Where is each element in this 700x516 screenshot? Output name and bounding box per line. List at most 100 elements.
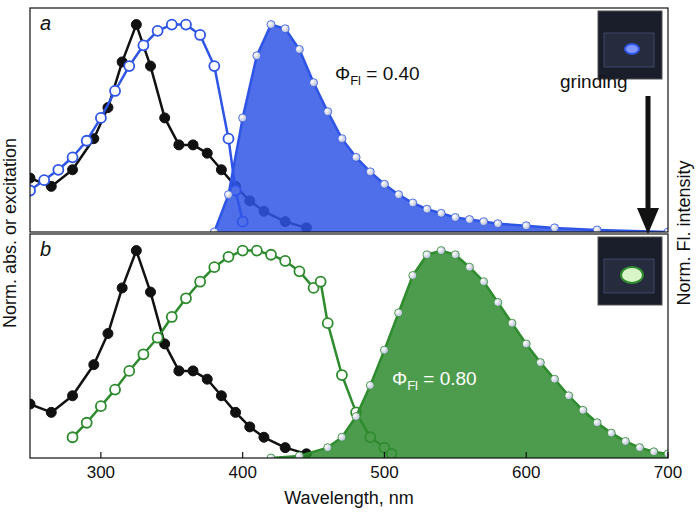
marker <box>216 165 226 175</box>
marker <box>188 140 198 150</box>
marker <box>174 140 184 150</box>
marker <box>209 61 219 71</box>
chart: aNorm. abs. or excitationNorm. Fl. inten… <box>0 0 700 516</box>
marker <box>366 381 374 389</box>
marker <box>451 213 459 221</box>
marker <box>53 165 63 175</box>
marker <box>259 432 269 442</box>
marker <box>352 153 360 161</box>
marker <box>338 433 346 441</box>
tick <box>667 452 668 458</box>
marker <box>146 287 156 297</box>
marker <box>437 209 445 217</box>
plot-area <box>30 20 668 232</box>
tick-label: 300 <box>87 463 115 482</box>
marker <box>110 86 120 96</box>
marker <box>245 422 255 432</box>
marker <box>494 220 502 228</box>
annotation: grinding <box>560 71 628 92</box>
marker <box>437 247 445 255</box>
marker <box>380 346 388 354</box>
marker <box>267 21 275 29</box>
series-line <box>30 25 243 222</box>
marker <box>607 429 615 437</box>
marker <box>223 252 233 262</box>
marker <box>160 113 170 123</box>
marker <box>174 366 184 376</box>
arrow <box>646 96 651 212</box>
marker <box>30 173 35 183</box>
marker <box>153 26 163 36</box>
marker <box>266 250 276 260</box>
marker <box>522 340 530 348</box>
marker <box>423 205 431 213</box>
series-line <box>271 251 668 458</box>
marker <box>593 226 601 232</box>
arrow-head <box>637 208 659 234</box>
panel-label: a <box>40 12 51 34</box>
tick <box>100 452 101 458</box>
marker <box>494 298 502 306</box>
marker <box>68 152 78 162</box>
marker <box>295 452 303 458</box>
marker <box>202 148 212 158</box>
marker <box>68 391 78 401</box>
tick <box>526 452 527 458</box>
marker <box>167 312 177 322</box>
marker <box>395 309 403 317</box>
marker <box>209 262 219 272</box>
tick-label: 500 <box>370 463 398 482</box>
marker <box>316 277 326 287</box>
photo-slide <box>604 259 654 293</box>
axis-label: Wavelength, nm <box>284 488 413 508</box>
marker <box>252 246 262 256</box>
tick <box>242 452 243 458</box>
marker <box>131 20 141 30</box>
marker <box>352 413 360 421</box>
marker <box>82 136 92 146</box>
marker <box>238 246 248 256</box>
series-line <box>73 251 392 454</box>
marker <box>337 370 347 380</box>
marker <box>295 45 303 53</box>
marker <box>195 277 205 287</box>
marker <box>195 30 205 40</box>
marker <box>202 374 212 384</box>
marker <box>39 175 49 185</box>
marker <box>96 113 106 123</box>
photo-glow <box>625 44 639 54</box>
marker <box>181 293 191 303</box>
marker <box>409 199 417 207</box>
marker <box>565 392 573 400</box>
marker <box>579 406 587 414</box>
annotation: ΦFl = 0.80 <box>392 368 477 393</box>
marker <box>210 228 218 232</box>
marker <box>146 61 156 71</box>
marker <box>480 278 488 286</box>
marker <box>551 375 559 383</box>
marker <box>281 25 289 33</box>
marker <box>68 432 78 442</box>
panel: aNorm. abs. or excitationNorm. Fl. inten… <box>0 8 694 328</box>
marker <box>124 366 134 376</box>
marker <box>96 401 106 411</box>
marker <box>267 454 275 458</box>
marker <box>650 448 658 456</box>
marker <box>124 61 134 71</box>
area-fill <box>271 251 668 458</box>
marker <box>188 366 198 376</box>
marker <box>167 20 177 30</box>
marker <box>551 224 559 232</box>
marker <box>522 222 530 230</box>
marker <box>117 283 127 293</box>
marker <box>216 391 226 401</box>
photo-glow <box>621 267 643 283</box>
annotation: ΦFl = 0.40 <box>335 63 420 88</box>
marker <box>138 40 148 50</box>
axis-label: Norm. Fl. intensity <box>674 160 694 305</box>
marker <box>82 418 92 428</box>
marker <box>536 359 544 367</box>
marker <box>294 266 304 276</box>
marker <box>324 108 332 116</box>
marker <box>138 349 148 359</box>
